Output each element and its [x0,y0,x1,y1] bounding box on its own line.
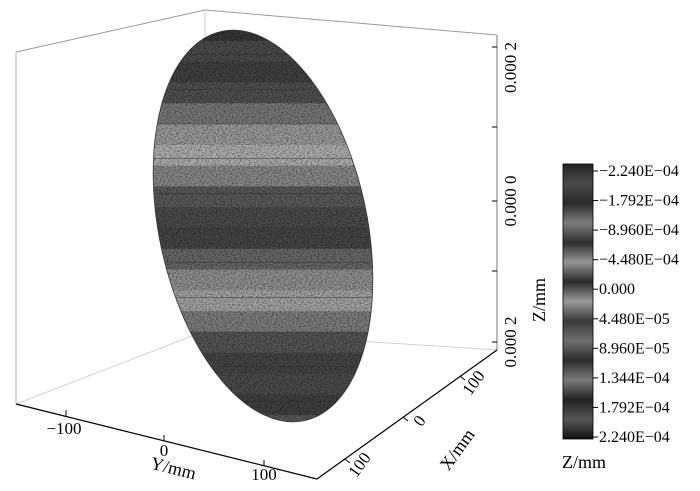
y-tick-label-100: 100 [251,465,277,484]
z-tick-label-top: 0.000 2 [501,42,520,93]
z-tick-label-mid: 0.000 0 [501,176,520,227]
z-ticks-marks [492,46,497,343]
y-ticks-marks [65,410,265,466]
colorbar-label: Z/mm [562,452,606,472]
y-tick-label-0: 0 [160,441,169,460]
axis-front-edges [15,349,498,480]
colorbar-tick-label: 4.480E−05 [599,311,670,328]
surface-grain [140,20,390,440]
colorbar-tick-label: 2.240E−04 [599,429,670,446]
x-tick-label-far: 100 [458,367,488,399]
colorbar-tick-label: 8.960E−05 [599,340,670,357]
surface [140,20,390,440]
surface-band [140,415,390,437]
surface-outline [152,29,374,423]
colorbar [562,163,594,440]
x-ticks-marks [344,375,466,464]
colorbar-tick-label: −1.792E−04 [599,193,679,210]
x-tick-label-0: 0 [409,412,429,430]
z-tick-label-bottom: 0.000 2 [501,317,520,368]
colorbar-tick-label: −4.480E−04 [599,252,679,269]
x-tick-label-near: 100 [344,449,374,481]
colorbar-ticks: −2.240E−04 −1.792E−04 −8.960E−04 −4.480E−04… [593,163,679,446]
z-axis-label: Z/mm [529,278,549,322]
y-tick-label-neg100: −100 [46,419,81,438]
colorbar-tick-label: 0.000 [599,281,635,298]
colorbar-tick-label: −2.240E−04 [599,163,679,180]
x-axis-label: X/mm [436,425,479,474]
colorbar-tick-label: 1.344E−04 [599,370,670,387]
colorbar-tick-label: 1.792E−04 [599,399,670,416]
y-axis-label: Y/mm [149,453,198,484]
colorbar-tick-label: −8.960E−04 [599,222,679,239]
